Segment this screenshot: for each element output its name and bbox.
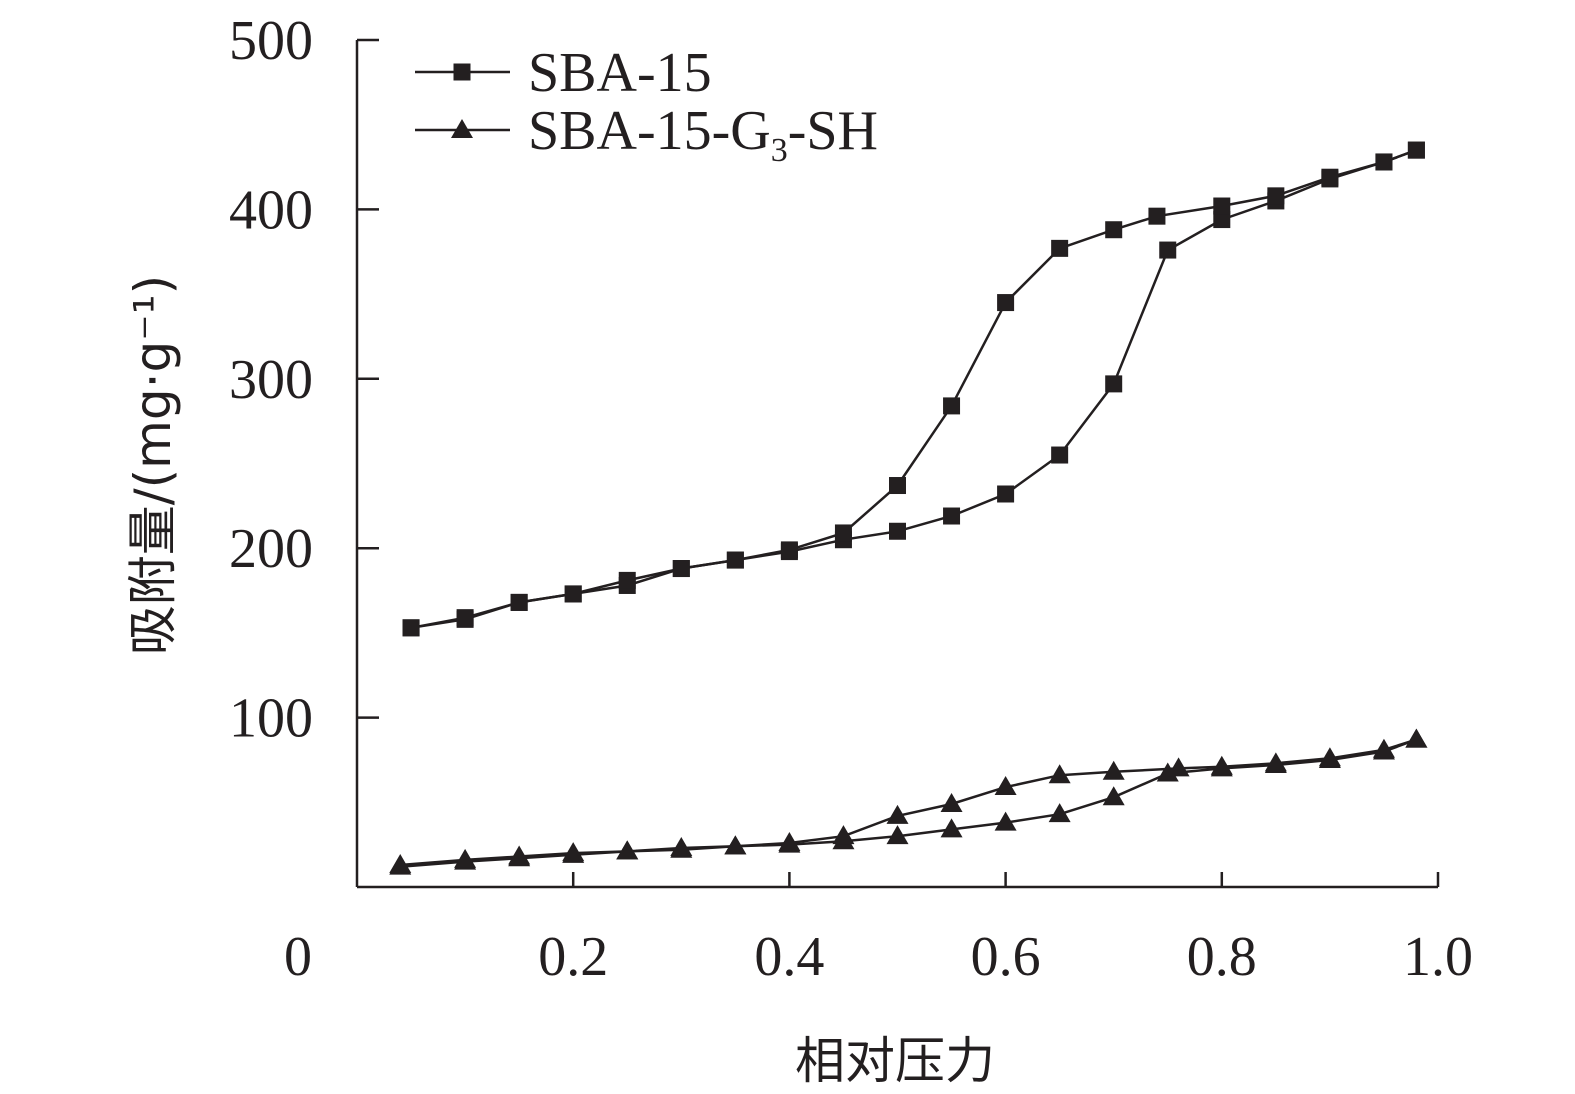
- y-tick-label: 100: [229, 688, 313, 750]
- data-point: [1105, 221, 1123, 239]
- data-point: [997, 485, 1015, 503]
- x-tick-label: 0.2: [538, 926, 608, 988]
- data-point: [886, 825, 909, 845]
- data-point: [1105, 375, 1123, 393]
- data-point: [1048, 803, 1071, 823]
- series-line: [410, 148, 1417, 630]
- data-point: [943, 397, 961, 415]
- y-tick-label: 200: [229, 518, 313, 580]
- data-point: [564, 585, 582, 603]
- series-line: [400, 738, 1417, 868]
- data-point: [778, 831, 801, 851]
- data-point: [616, 840, 639, 860]
- legend-label-tail: -SH: [788, 100, 878, 162]
- data-point: [456, 609, 474, 627]
- data-point: [562, 842, 585, 862]
- data-point: [889, 522, 906, 540]
- data-point: [834, 524, 852, 542]
- x-tick-label: 0.4: [754, 926, 824, 988]
- data-point: [402, 619, 420, 637]
- data-point: [389, 853, 412, 873]
- data-point: [1102, 786, 1125, 806]
- data-point: [780, 541, 798, 559]
- y-tick-label: 300: [229, 349, 313, 411]
- data-point: [1210, 755, 1233, 775]
- legend-item: SBA-15: [415, 42, 712, 104]
- data-point: [672, 560, 690, 578]
- data-point: [1318, 747, 1341, 767]
- data-point: [997, 294, 1015, 312]
- y-axis-title: 吸附量/(mg·g⁻¹): [124, 275, 182, 655]
- data-point: [1048, 764, 1071, 784]
- x-ticks: 0.2 0.4 0.6 0.8 1.0: [538, 872, 1473, 988]
- legend-label-text: SBA-15-G: [528, 100, 771, 162]
- data-point: [1213, 197, 1231, 215]
- data-point: [889, 477, 906, 495]
- legend-triangle-marker: [451, 119, 473, 138]
- series-line: [410, 148, 1417, 630]
- axes: [355, 40, 1438, 889]
- legend-label-subscript: 3: [771, 132, 788, 169]
- data-point: [886, 804, 909, 824]
- data-point: [508, 845, 531, 865]
- y-tick-label: 500: [229, 10, 313, 72]
- data-point: [670, 838, 693, 858]
- x-tick-label: 1.0: [1403, 926, 1473, 988]
- legend-item: SBA-15-G3-SH: [415, 100, 878, 169]
- data-point: [1156, 762, 1179, 782]
- series-layer: [389, 141, 1428, 875]
- data-point: [724, 835, 747, 855]
- data-point: [994, 811, 1017, 831]
- y-ticks: 100 200 300 400 500: [229, 10, 379, 750]
- data-point: [994, 776, 1017, 796]
- legend-square-marker: [453, 63, 471, 81]
- data-point: [1407, 141, 1425, 159]
- data-point: [832, 825, 855, 845]
- data-point: [1102, 760, 1125, 780]
- legend-label: SBA-15: [528, 42, 712, 104]
- legend-label: SBA-15-G3-SH: [528, 100, 878, 169]
- y-tick-label: 400: [229, 179, 313, 241]
- x-axis-title: 相对压力: [795, 1032, 995, 1090]
- series-sba-15-g3-sh: [389, 728, 1428, 875]
- data-point: [1159, 241, 1177, 259]
- x-tick-label: 0.6: [971, 926, 1041, 988]
- x-tick-label: 0.8: [1187, 926, 1257, 988]
- data-point: [1213, 211, 1231, 229]
- series-line: [400, 738, 1417, 867]
- data-point: [1148, 207, 1166, 225]
- data-point: [1321, 168, 1339, 186]
- data-point: [943, 507, 961, 525]
- data-point: [510, 593, 528, 611]
- data-point: [454, 848, 477, 868]
- data-point: [1167, 757, 1190, 777]
- data-point: [1372, 738, 1395, 758]
- data-point: [618, 571, 636, 589]
- data-point: [940, 792, 963, 812]
- data-point: [1051, 446, 1069, 464]
- data-point: [940, 818, 963, 838]
- data-point: [726, 551, 744, 569]
- data-point: [1051, 239, 1069, 257]
- data-point: [1375, 153, 1393, 171]
- data-point: [1405, 728, 1428, 748]
- series-sba-15: [402, 141, 1425, 637]
- x-origin-label: 0: [284, 926, 312, 988]
- data-point: [1264, 752, 1287, 772]
- data-point: [1267, 187, 1285, 205]
- legend-label-text: SBA-15: [528, 42, 712, 104]
